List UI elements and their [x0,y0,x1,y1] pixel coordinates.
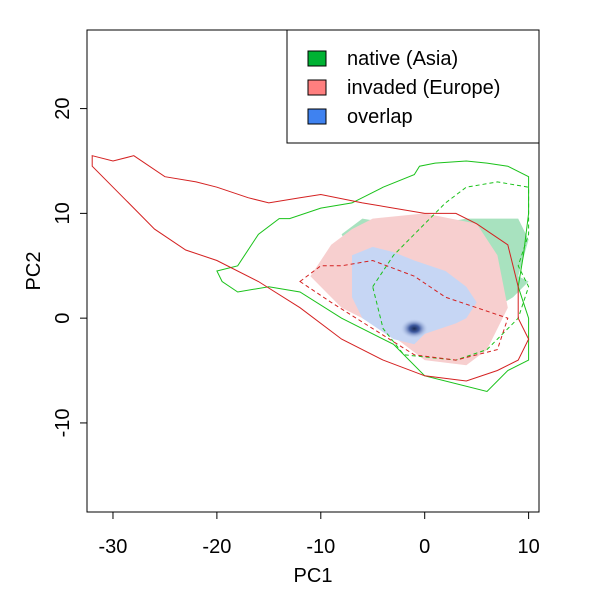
y-tick-label: 20 [52,97,74,119]
overlap-density-region [352,246,477,345]
invaded-inner-contour [299,259,509,361]
invaded-outer-contour [91,155,530,382]
y-tick-label: -10 [52,408,74,437]
y-tick-label: 10 [52,202,74,224]
x-axis-label: PC1 [294,565,333,587]
x-tick-label: 0 [419,536,430,558]
legend-label: overlap [347,106,413,128]
legend-label: native (Asia) [347,48,458,70]
x-axis: -30 -20 -10 0 10 [99,511,540,558]
x-tick-label: -30 [99,536,128,558]
native-outer-contour [216,160,530,393]
y-axis: -10 0 10 20 [52,97,88,437]
legend-swatch [307,108,327,125]
legend: native (Asia) invaded (Europe) overlap [286,29,540,144]
legend-swatch [307,79,327,96]
x-tick-label: -10 [306,536,335,558]
y-axis-label: PC2 [23,252,45,291]
legend-label: invaded (Europe) [347,77,500,99]
y-tick-label: 0 [52,313,74,324]
density-contours [91,155,530,393]
legend-box [286,29,540,144]
x-tick-label: 10 [517,536,539,558]
x-tick-label: -20 [202,536,231,558]
density-regions [310,213,529,366]
overlap-density-peak [400,318,429,339]
legend-swatch [307,50,327,67]
